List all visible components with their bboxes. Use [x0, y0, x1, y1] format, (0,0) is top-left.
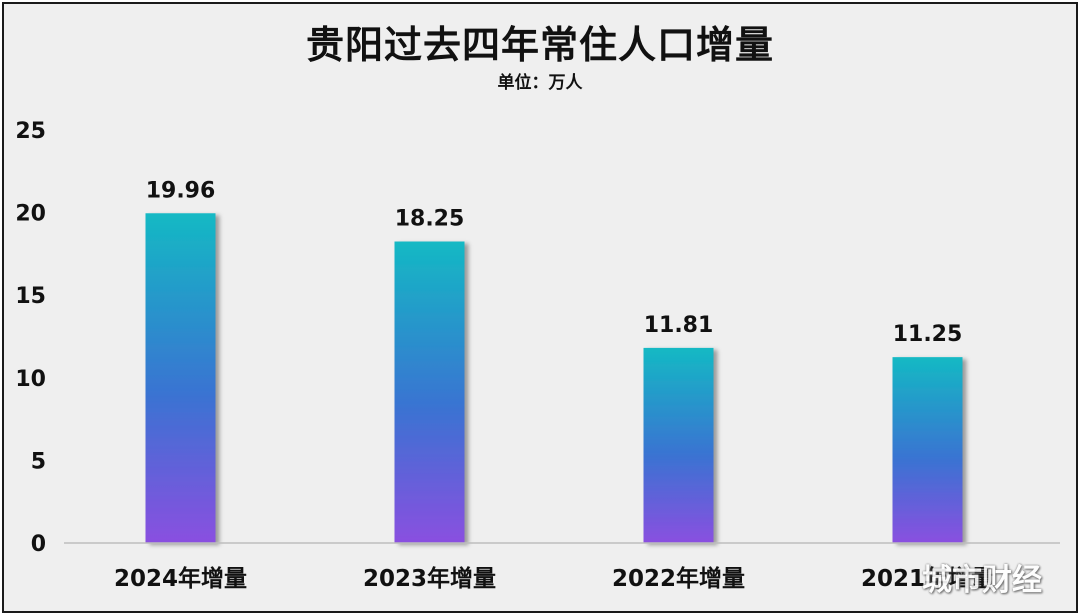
- bar-value-label: 11.81: [644, 313, 714, 338]
- chart-title: 贵阳过去四年常住人口增量: [305, 23, 774, 67]
- data-labels: 19.96 18.25 11.81 11.25: [146, 178, 963, 347]
- x-tick-label: 2024年增量: [114, 565, 247, 592]
- chart-subtitle: 单位：万人: [497, 73, 583, 93]
- y-tick-label: 5: [31, 449, 46, 474]
- bar-value-label: 11.25: [893, 322, 963, 347]
- x-axis: 2024年增量 2023年增量 2022年增量 2021年增量: [64, 542, 1060, 592]
- x-tick-label: 2022年增量: [612, 565, 745, 592]
- y-tick-label: 10: [15, 367, 46, 392]
- bar-value-label: 19.96: [146, 178, 216, 203]
- bar: [394, 241, 465, 543]
- bar-value-label: 18.25: [395, 207, 465, 232]
- y-tick-label: 25: [15, 119, 46, 144]
- y-axis: 0 5 10 15 20 25: [15, 119, 46, 557]
- bars: [145, 213, 963, 543]
- x-tick-label: 2023年增量: [363, 565, 496, 592]
- y-tick-label: 20: [15, 202, 46, 227]
- bar: [145, 213, 216, 543]
- y-tick-label: 15: [15, 284, 46, 309]
- watermark: 城市财经: [922, 563, 1042, 598]
- bar: [892, 357, 963, 543]
- y-tick-label: 0: [31, 532, 46, 557]
- x-tick-label: 2021年增量: [861, 565, 994, 592]
- bar: [643, 347, 714, 543]
